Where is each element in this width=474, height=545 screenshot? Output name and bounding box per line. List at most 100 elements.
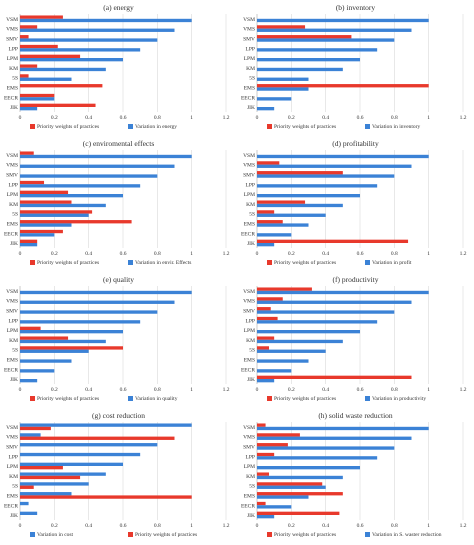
bar: [20, 426, 51, 431]
chart-svg: (c) enviromental effects 0 0.2 0.4 0.6 0.8 1 1.…: [4, 139, 230, 266]
bar: [257, 346, 270, 350]
legend-swatch: [267, 396, 272, 401]
legend-swatch: [30, 260, 35, 265]
chart-title: (g) cost reduction: [92, 411, 145, 420]
x-tick-label: 0.6: [357, 523, 364, 529]
bar: [20, 210, 93, 214]
category-label: LPM: [244, 192, 255, 198]
bar: [20, 107, 38, 111]
legend-swatch: [365, 532, 370, 537]
bar: [20, 320, 141, 324]
category-label: 5S: [249, 484, 255, 490]
chart-panel: (a) energy 0 0.2 0.4 0.6 0.8 1 1.2 VSM VMS SMV LPP L…: [0, 0, 237, 136]
x-tick-label: 0.4: [322, 387, 329, 393]
x-tick-label: 0.6: [357, 251, 364, 257]
category-label: LPM: [7, 328, 18, 334]
bar: [20, 97, 55, 101]
bar: [257, 330, 360, 334]
bar: [20, 67, 106, 72]
x-tick-label: 1: [190, 115, 193, 121]
x-tick-label: 1: [190, 523, 193, 529]
bar: [257, 154, 429, 159]
x-tick-label: 0: [256, 251, 259, 257]
bar: [257, 243, 275, 247]
legend-label: Priority weights of practices: [274, 259, 336, 266]
bar: [257, 379, 275, 383]
x-tick-label: 0.6: [120, 387, 127, 393]
category-label: SMV: [6, 173, 18, 179]
bar: [20, 495, 192, 499]
bar: [20, 200, 72, 204]
bar: [257, 290, 429, 295]
x-tick-label: 0.8: [391, 387, 398, 393]
legend-swatch: [267, 124, 272, 129]
bar: [20, 423, 192, 427]
bar: [20, 58, 123, 62]
x-tick-label: 0.6: [120, 251, 127, 257]
bar: [257, 174, 395, 178]
chart-svg: (g) cost reduction 0 0.2 0.4 0.6 0.8 1 1.2 VSM VM…: [4, 411, 230, 538]
bar: [20, 349, 89, 353]
bar: [20, 466, 63, 470]
bar: [20, 336, 69, 340]
x-tick-label: 0: [256, 523, 259, 529]
bar: [20, 359, 72, 363]
bar: [257, 164, 412, 168]
bar: [257, 200, 306, 204]
category-label: 5S: [12, 484, 18, 490]
bar: [257, 233, 292, 237]
x-tick-label: 1.2: [460, 387, 467, 393]
bar: [20, 339, 106, 344]
category-label: JIK: [247, 513, 255, 519]
x-tick-label: 0.4: [85, 387, 92, 393]
category-label: KM: [246, 202, 255, 208]
bar: [20, 184, 141, 188]
category-label: KM: [9, 338, 18, 344]
bar: [20, 44, 58, 49]
legend-label: Priority weights of practices: [274, 531, 336, 538]
bar: [20, 511, 38, 516]
chart-title: (d) profitability: [332, 139, 379, 148]
x-tick-label: 0.6: [357, 115, 364, 121]
chart-panel: (g) cost reduction 0 0.2 0.4 0.6 0.8 1 1.2 VSM VM…: [0, 408, 237, 544]
bar: [20, 15, 63, 19]
chart-panel: (h) solid waste reduction 0 0.2 0.4 0.6 0.8 1 1…: [237, 408, 474, 544]
x-tick-label: 0.2: [288, 115, 295, 121]
legend-label: Priority weights of practices: [37, 395, 99, 402]
x-tick-label: 0.4: [322, 523, 329, 529]
bar: [257, 436, 412, 440]
bar: [257, 433, 300, 437]
bar: [257, 446, 395, 450]
category-label: JIK: [10, 105, 18, 111]
bar: [257, 223, 309, 227]
category-label: JIK: [10, 513, 18, 519]
bar: [20, 18, 192, 23]
bar: [257, 84, 429, 88]
bar: [257, 171, 343, 175]
x-tick-label: 0.4: [85, 523, 92, 529]
chart-panel: (e) quality 0 0.2 0.4 0.6 0.8 1 1.2 VSM VMS SMV LPP…: [0, 272, 237, 408]
category-label: EECR: [241, 95, 255, 101]
bar: [20, 290, 192, 295]
bar: [20, 452, 141, 457]
legend-label: Variation in quality: [135, 396, 178, 402]
bar: [257, 452, 275, 457]
legend-label: Priority weights of practices: [37, 123, 99, 130]
bar: [20, 220, 132, 224]
chart-title: (c) enviromental effects: [83, 139, 155, 148]
bar: [20, 475, 81, 480]
bar: [20, 93, 55, 98]
category-label: SMV: [6, 309, 18, 315]
bar: [20, 330, 123, 334]
x-tick-label: 0: [19, 387, 22, 393]
category-label: SMV: [6, 445, 18, 451]
bar: [257, 239, 409, 244]
chart-title: (f) productivity: [332, 275, 378, 284]
category-label: EECR: [4, 231, 18, 237]
category-label: VMS: [243, 299, 255, 305]
legend-label: Variation in cost: [37, 532, 74, 538]
category-label: EECR: [4, 95, 18, 101]
bar: [257, 423, 266, 427]
bar: [257, 336, 275, 340]
chart-svg: (h) solid waste reduction 0 0.2 0.4 0.6 0.8 1 1…: [241, 411, 467, 538]
